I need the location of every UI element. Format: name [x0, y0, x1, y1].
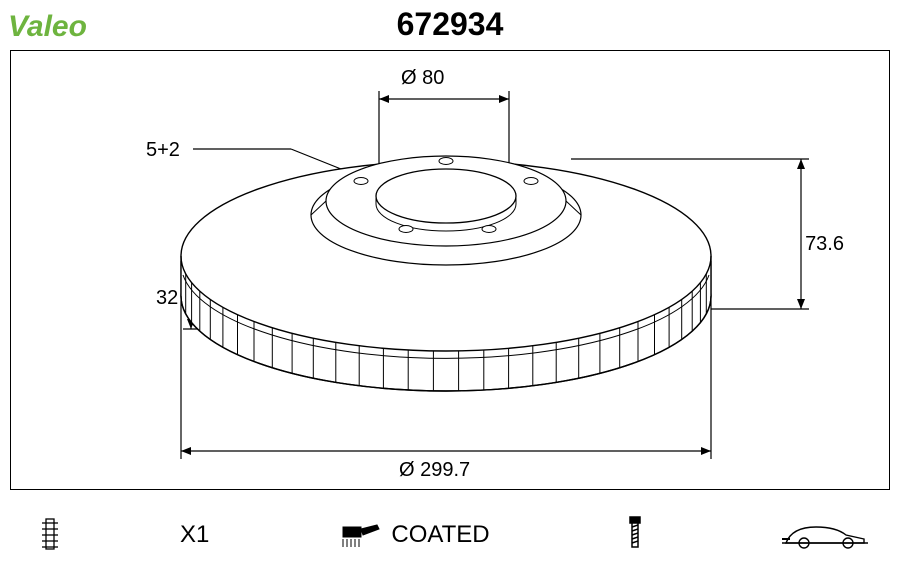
quantity-group: X1 [180, 521, 209, 549]
logo-text: Valeo [8, 10, 87, 43]
coated-label: COATED [391, 521, 489, 549]
brush-icon [339, 519, 383, 551]
disc-stack-icon [30, 515, 70, 555]
quantity-label: X1 [180, 521, 209, 549]
disc-body [181, 156, 711, 391]
coated-group: COATED [339, 519, 489, 551]
part-number: 672934 [397, 6, 504, 43]
bolt-icon [620, 515, 650, 555]
bottom-bar: X1 COATED [10, 500, 890, 570]
valeo-logo: Valeo [8, 8, 118, 44]
car-icon [780, 517, 870, 553]
brake-disc-drawing [11, 51, 891, 491]
drawing-frame: Ø 80 5+2 Ø 299.7 73.6 32 [10, 50, 890, 490]
